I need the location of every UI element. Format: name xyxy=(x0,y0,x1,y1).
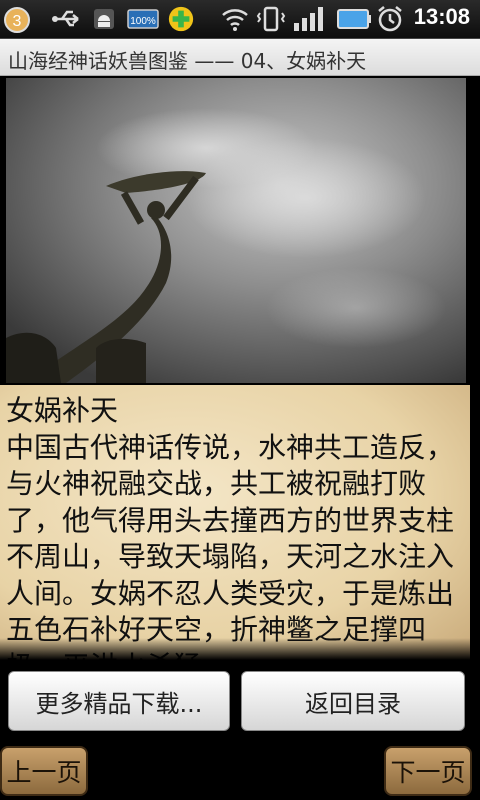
article-text: 女娲补天 中国古代神话传说，水神共工造反，与火神祝融交战，共工被祝融打败了，他气… xyxy=(6,394,455,660)
notification-count: 3 xyxy=(13,13,22,30)
health-plus-icon xyxy=(168,6,194,32)
article-panel[interactable]: 女娲补天 中国古代神话传说，水神共工造反，与火神祝融交战，共工被祝融打败了，他气… xyxy=(0,385,470,660)
title-bar: 山海经神话妖兽图鉴 —— 04、女娲补天 xyxy=(0,39,480,76)
battery-saver-label: 100% xyxy=(130,16,156,27)
android-debug-icon xyxy=(94,9,114,29)
scroll-fade xyxy=(0,638,470,660)
next-page-button[interactable]: 下一页 xyxy=(384,746,472,796)
back-to-contents-button[interactable]: 返回目录 xyxy=(241,671,465,731)
battery-icon xyxy=(337,9,371,29)
signal-icon xyxy=(294,7,323,31)
vibrate-icon xyxy=(256,6,286,32)
wifi-icon xyxy=(222,9,248,31)
status-time: 13:08 xyxy=(413,4,470,29)
page-title: 山海经神话妖兽图鉴 —— 04、女娲补天 xyxy=(8,49,367,73)
alarm-icon xyxy=(378,6,402,32)
more-downloads-button[interactable]: 更多精品下载... xyxy=(8,671,230,731)
previous-page-button[interactable]: 上一页 xyxy=(0,746,88,796)
hero-image xyxy=(6,78,466,383)
notification-badge-icon: 3 xyxy=(4,7,30,33)
status-bar: 3 100% 13:08 xyxy=(0,0,480,39)
battery-saver-icon: 100% xyxy=(127,9,159,29)
usb-icon xyxy=(52,10,79,27)
